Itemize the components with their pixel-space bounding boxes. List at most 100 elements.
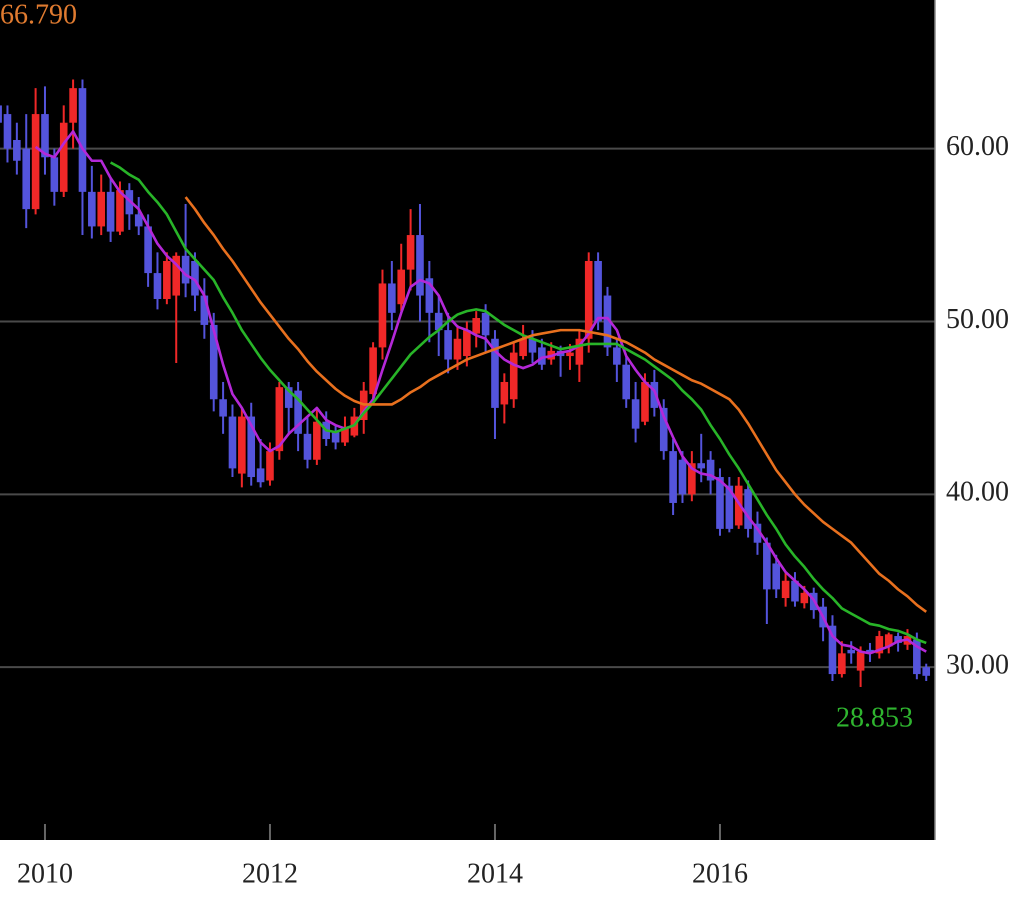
candle-body — [641, 381, 649, 422]
candle-body — [256, 468, 265, 483]
candle-body — [275, 387, 284, 452]
candle-body — [266, 451, 274, 481]
candle-body — [134, 214, 143, 227]
candle-body — [294, 390, 302, 434]
candle-body — [331, 432, 340, 443]
candle-body — [688, 463, 696, 495]
candle-body — [622, 364, 631, 400]
candle-body — [800, 592, 809, 604]
y-tick-label: 60.00 — [946, 131, 1009, 162]
candle-body — [13, 140, 21, 161]
candle-body — [378, 283, 387, 348]
min-label: 28.853 — [836, 702, 913, 733]
candle-body — [22, 148, 31, 210]
x-tick-label: 2014 — [467, 858, 523, 889]
y-tick-label: 40.00 — [946, 477, 1009, 508]
candle-body — [838, 653, 846, 675]
candle-body — [444, 330, 452, 360]
ma-line — [109, 161, 927, 645]
candle-body — [875, 636, 884, 654]
candle-body — [228, 416, 237, 469]
candle-body — [200, 295, 209, 325]
candle-body — [153, 273, 162, 300]
candle-body — [500, 381, 509, 405]
candle-body — [922, 667, 931, 676]
candle-body — [856, 651, 865, 671]
x-tick-label: 2012 — [242, 858, 298, 889]
candle-body — [50, 157, 59, 192]
candle-body — [772, 563, 781, 590]
candle-body — [481, 312, 490, 336]
y-tick-label: 50.00 — [946, 304, 1009, 335]
candle-body — [191, 260, 199, 296]
ma-line — [34, 130, 927, 655]
x-tick-label: 2016 — [692, 858, 748, 889]
max-label: 66.790 — [0, 0, 77, 30]
candle-body — [828, 625, 837, 675]
candle-body — [313, 421, 321, 460]
candle-body — [453, 338, 462, 360]
ma-line — [184, 196, 928, 613]
candle-body — [463, 330, 471, 357]
candle-body — [613, 347, 621, 365]
candle-body — [678, 459, 687, 495]
y-tick-label: 30.00 — [946, 650, 1009, 681]
plot-background — [0, 0, 935, 840]
candle-body — [894, 636, 902, 643]
candle-body — [284, 387, 293, 408]
candle-body — [303, 433, 312, 460]
candle-body — [172, 255, 181, 296]
candle-body — [144, 226, 152, 274]
candle-body — [791, 580, 799, 602]
candle-body — [397, 269, 406, 305]
candle-body — [884, 634, 893, 647]
candle-body — [734, 485, 743, 526]
candle-body — [388, 283, 396, 313]
candle-body — [631, 399, 640, 429]
candle-body — [716, 477, 724, 529]
candle-body — [69, 88, 77, 123]
candle-body — [78, 88, 87, 192]
candle-body — [781, 580, 790, 599]
candle-body — [519, 338, 527, 357]
candle-body — [753, 523, 762, 543]
candle-body — [219, 399, 227, 417]
candle-body — [434, 312, 443, 331]
candle-body — [0, 105, 2, 123]
candle-body — [659, 407, 668, 452]
candle-body — [88, 191, 96, 227]
candle-body — [650, 381, 659, 408]
candle-body — [491, 338, 499, 408]
candle-body — [406, 235, 415, 270]
candle-body — [416, 235, 424, 296]
candle-body — [575, 338, 584, 365]
candle-body — [509, 352, 518, 400]
candle-body — [341, 428, 349, 443]
candle-body — [725, 485, 734, 529]
candle-body — [59, 122, 68, 192]
candle-body — [847, 649, 856, 654]
candle-body — [763, 542, 771, 590]
plot-area — [0, 79, 935, 840]
candle-body — [603, 295, 612, 348]
candle-body — [744, 489, 752, 529]
candle-body — [669, 451, 677, 503]
candle-body — [594, 260, 602, 322]
candle-body — [31, 114, 40, 210]
candle-body — [209, 324, 218, 400]
candle-body — [866, 649, 874, 654]
candle-body — [3, 114, 12, 149]
candle-body — [528, 338, 537, 353]
x-tick-label: 2010 — [17, 858, 73, 889]
candle-body — [425, 278, 434, 313]
candle-body — [247, 416, 256, 478]
candle-body — [706, 459, 715, 481]
candle-body — [913, 639, 921, 675]
candle-body — [472, 318, 481, 334]
candle-body — [538, 347, 546, 365]
candle-body — [97, 191, 106, 227]
candle-body — [566, 352, 574, 357]
candle-body — [106, 191, 115, 232]
